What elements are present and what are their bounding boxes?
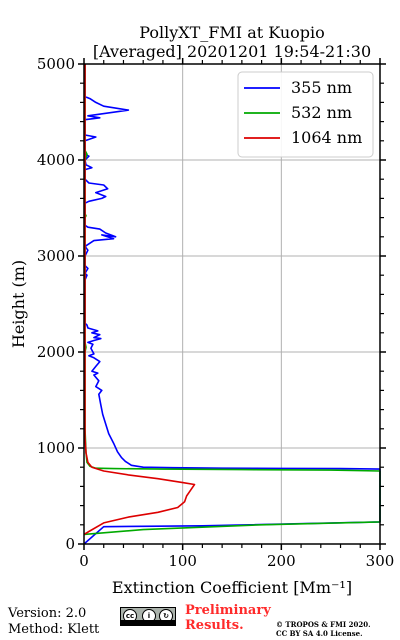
chart-title: PollyXT_FMI at Kuopio (139, 23, 325, 42)
legend-label: 355 nm (291, 78, 352, 97)
y-tick-label: 5000 (37, 55, 75, 73)
legend: 355 nm 532 nm 1064 nm (237, 71, 374, 158)
x-tick-label: 200 (267, 552, 296, 570)
version-text: Version: 2.0 (8, 606, 87, 621)
x-tick-label: 0 (79, 552, 89, 570)
x-axis-label: Extinction Coefficient [Mm⁻¹] (112, 578, 352, 597)
legend-label: 1064 nm (291, 128, 362, 147)
y-tick-label: 4000 (37, 151, 75, 169)
legend-box (237, 71, 374, 158)
copyright-notice: © TROPOS & FMI 2020. CC BY SA 4.0 Licens… (276, 620, 371, 638)
legend-label: 532 nm (291, 103, 352, 122)
y-tick-label: 3000 (37, 247, 75, 265)
cc-license-icon: cc i ↻ (120, 607, 176, 626)
x-tick-label: 100 (168, 552, 197, 570)
extinction-chart: PollyXT_FMI at Kuopio [Averaged] 2020120… (9, 23, 395, 597)
chart-subtitle: [Averaged] 20201201 19:54-21:30 (93, 42, 371, 61)
x-tick-label: 300 (366, 552, 395, 570)
method-text: Method: Klett (8, 622, 100, 637)
y-tick-label: 2000 (37, 343, 75, 361)
preliminary-notice: Preliminary Results. (185, 603, 271, 633)
y-tick-label: 0 (65, 535, 75, 553)
y-axis-label: Height (m) (9, 260, 28, 348)
cc-icon: cc (123, 609, 137, 623)
plot-frame (83, 63, 381, 545)
footer-info: Version: 2.0 Method: Klett (8, 606, 99, 638)
y-tick-label: 1000 (37, 439, 75, 457)
series-line-1064-nm (83, 64, 196, 536)
